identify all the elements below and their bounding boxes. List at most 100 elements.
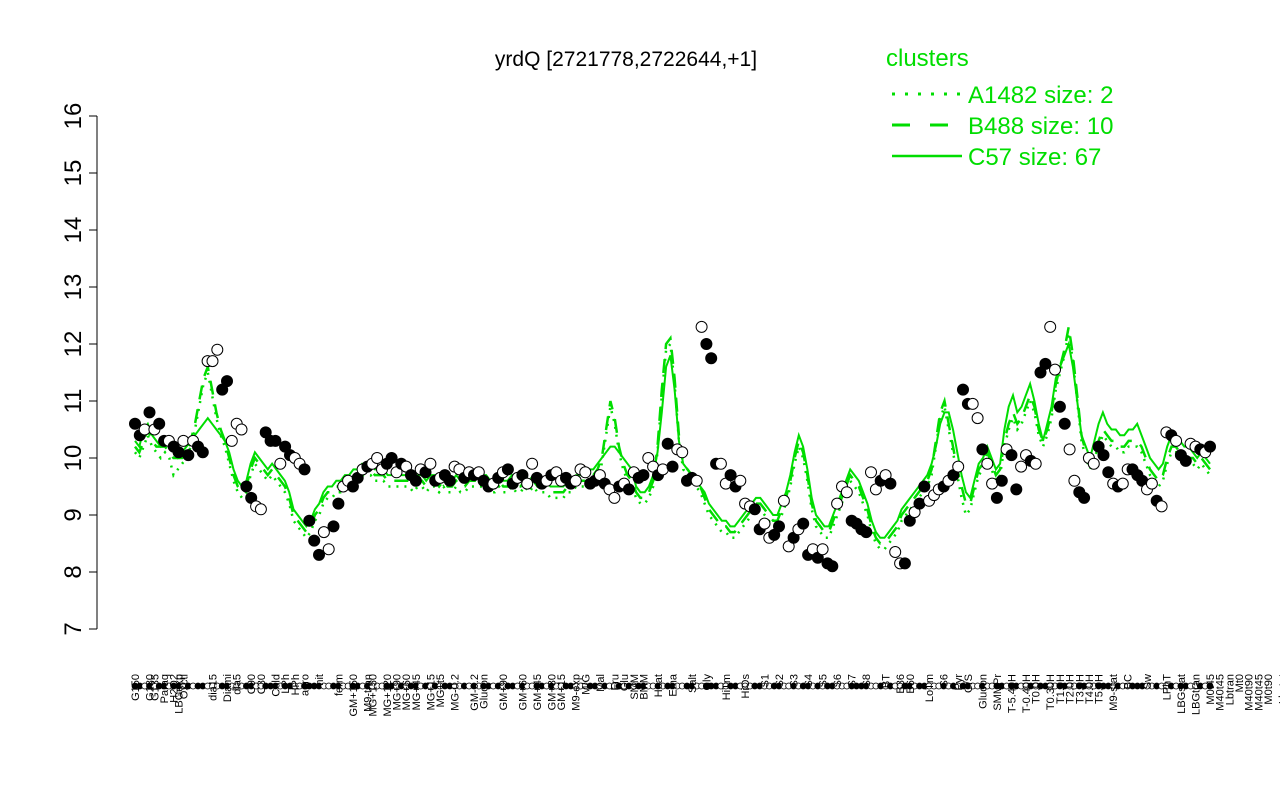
x-tick-label: C90 [246, 674, 258, 694]
data-point [700, 338, 713, 350]
x-tick-label: T-5.40H [1007, 674, 1019, 713]
x-tick-label: HiOs [740, 674, 752, 699]
data-point [1155, 500, 1168, 513]
data-point [840, 486, 853, 499]
x-tick-label: GM-0.2 [469, 674, 481, 711]
data-point [569, 474, 582, 487]
x-tick-label: MG+150 [367, 674, 379, 717]
data-point [957, 383, 969, 396]
x-tick-label: MG+t5 [435, 674, 447, 707]
y-tick-label: 10 [60, 445, 87, 472]
data-point [676, 446, 689, 459]
x-tick-label: S4 [803, 674, 815, 687]
data-point [990, 491, 1003, 504]
data-point [303, 514, 316, 527]
x-tick-label: dia15 [208, 674, 220, 701]
data-point [1049, 363, 1061, 376]
x-tick-label: S6 [832, 674, 844, 687]
data-point [1179, 454, 1192, 467]
data-point [424, 457, 437, 470]
x-tick-label: LBGstat [1176, 674, 1188, 714]
data-point [981, 457, 994, 470]
data-point [322, 543, 335, 556]
x-tick-label: GM+150 [348, 674, 360, 717]
y-tick-label: 9 [60, 508, 87, 521]
data-point [1204, 440, 1216, 453]
x-tick-label: SMM [629, 674, 641, 700]
data-point [734, 474, 747, 487]
data-point [1063, 443, 1076, 456]
x-tick-label: BT [881, 674, 893, 688]
x-tick-label: MG+120 [382, 674, 394, 717]
data-point [1029, 457, 1042, 470]
x-tick-label: S5 [818, 674, 830, 687]
x-tick-label: M0t45 [1205, 674, 1217, 705]
data-points [129, 320, 1216, 573]
x-tick-label: Salt [687, 674, 699, 693]
x-tick-label: Etha [668, 673, 680, 697]
data-point [371, 452, 384, 464]
x-tick-label: G/S [963, 674, 975, 693]
x-tick-label: LPh [280, 674, 292, 694]
x-tick-label: Mt0 [1234, 674, 1246, 692]
x-tick-label: MG+15 [425, 674, 437, 710]
x-tick-label: M40t90 [1244, 674, 1256, 711]
x-tick-label: Diami [222, 674, 234, 702]
x-tick-label: S2 [774, 674, 786, 687]
data-point [1145, 477, 1158, 490]
data-point [1087, 457, 1100, 470]
x-tick-label: nit [314, 674, 326, 686]
data-point [332, 497, 345, 510]
data-point [661, 437, 674, 450]
x-tick-label: GM+15 [556, 674, 568, 710]
data-point [409, 474, 422, 487]
data-point [773, 520, 785, 533]
data-point [1044, 320, 1057, 333]
data-point [240, 480, 253, 493]
data-point [1116, 477, 1129, 490]
data-point [327, 520, 340, 533]
data-point [385, 452, 398, 464]
x-tick-label: B36 [895, 674, 907, 694]
data-point [777, 494, 790, 507]
x-tick-label: Mal [595, 674, 607, 692]
data-point [695, 320, 708, 333]
x-tick-label: MG+45 [411, 674, 423, 710]
data-point [758, 517, 771, 530]
data-point [521, 477, 534, 490]
x-tick-label: M9-exp [571, 674, 583, 711]
data-point [196, 446, 209, 459]
y-tick-label: 16 [60, 103, 87, 130]
data-point [1010, 483, 1023, 496]
data-point [1058, 417, 1071, 430]
y-tick-label: 8 [60, 565, 87, 578]
x-tick-label: LPhT [1161, 674, 1173, 701]
x-tick-label: LoTm [924, 674, 936, 702]
legend-label: B488 size: 10 [968, 113, 1113, 140]
data-point [1170, 434, 1183, 447]
x-tick-label: GM+30 [546, 674, 558, 710]
x-tick-label: B60 [905, 674, 917, 694]
y-tick-label: 12 [60, 331, 87, 358]
data-point [1097, 449, 1110, 462]
data-point [317, 526, 330, 539]
x-tick-label: ferm [333, 674, 345, 696]
x-tick-label: LBGtran [1191, 674, 1203, 715]
data-point [816, 543, 829, 556]
data-point [622, 483, 635, 496]
data-point [129, 417, 141, 430]
x-tick-label: MG-0.2 [450, 674, 462, 711]
x-tick-label: T4.0H [1084, 674, 1096, 704]
data-point [976, 443, 989, 456]
x-tick-label: Lbtran [1224, 674, 1236, 705]
data-point [748, 503, 761, 516]
x-tick-marker [1206, 682, 1214, 690]
data-point [313, 548, 325, 561]
x-tick-label: BMM [638, 674, 650, 700]
x-tick-label: C30 [256, 674, 268, 694]
x-tick-label: Fru [609, 674, 621, 691]
data-point [579, 466, 592, 479]
legend: clusters A1482 size: 2 B488 size: 10 C57 si… [886, 45, 1113, 171]
x-tick-label: S6 [939, 674, 951, 687]
